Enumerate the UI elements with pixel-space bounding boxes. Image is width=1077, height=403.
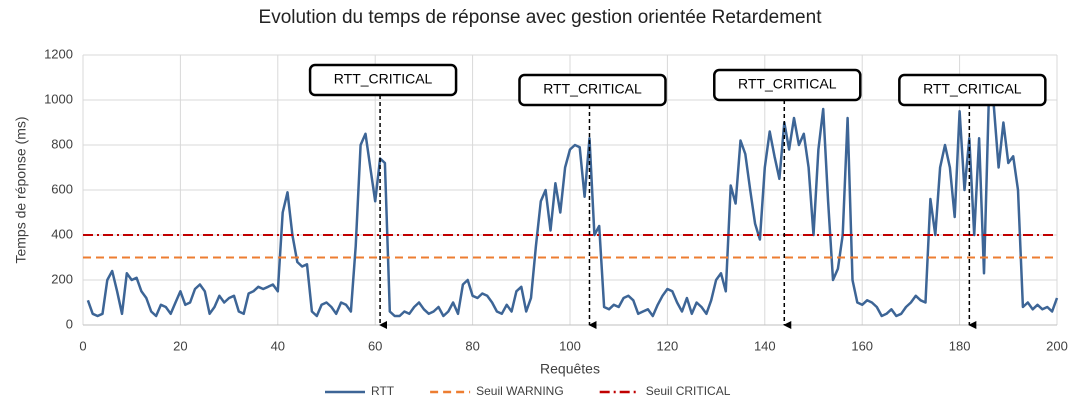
annotation: RTT_CRITICAL [713,68,862,329]
legend-item: RTT [325,384,395,398]
legend-item: Seuil CRITICAL [599,384,731,398]
legend-label: Seuil WARNING [476,384,564,398]
annotation: RTT_CRITICAL [308,63,458,329]
x-tick-label: 180 [949,338,971,353]
y-tick-label: 1200 [44,46,73,61]
y-tick-label: 600 [51,181,73,196]
annotation: RTT_CRITICAL [518,73,667,329]
y-tick-label: 400 [51,226,73,241]
x-tick-label: 160 [851,338,873,353]
annotation-box [518,73,667,107]
x-tick-label: 80 [465,338,479,353]
y-tick-label: 0 [66,316,73,331]
x-tick-label: 20 [173,338,187,353]
legend-label: Seuil CRITICAL [646,384,731,398]
x-tick-label: 200 [1046,338,1068,353]
x-tick-label: 0 [79,338,86,353]
annotation-text: RTT_CRITICAL [738,76,837,92]
y-tick-label: 800 [51,136,73,151]
annotation-box [308,63,458,97]
legend-label: RTT [371,384,395,398]
annotation-text: RTT_CRITICAL [334,71,433,87]
x-tick-label: 100 [559,338,581,353]
legend-item: Seuil WARNING [430,384,564,398]
annotation: RTT_CRITICAL [898,73,1047,329]
x-axis-label: Requêtes [540,361,600,377]
annotation-text: RTT_CRITICAL [923,81,1022,97]
chart-title: Evolution du temps de réponse avec gesti… [259,7,823,28]
x-tick-label: 40 [271,338,285,353]
annotation-box [713,68,862,102]
x-tick-label: 60 [368,338,382,353]
annotation-box [898,73,1047,107]
series-line [86,98,1059,318]
y-tick-label: 1000 [44,91,73,106]
y-tick-label: 200 [51,271,73,286]
y-axis-label: Temps de réponse (ms) [13,116,29,263]
annotation-text: RTT_CRITICAL [543,81,642,97]
x-tick-label: 140 [754,338,776,353]
x-tick-label: 120 [657,338,679,353]
